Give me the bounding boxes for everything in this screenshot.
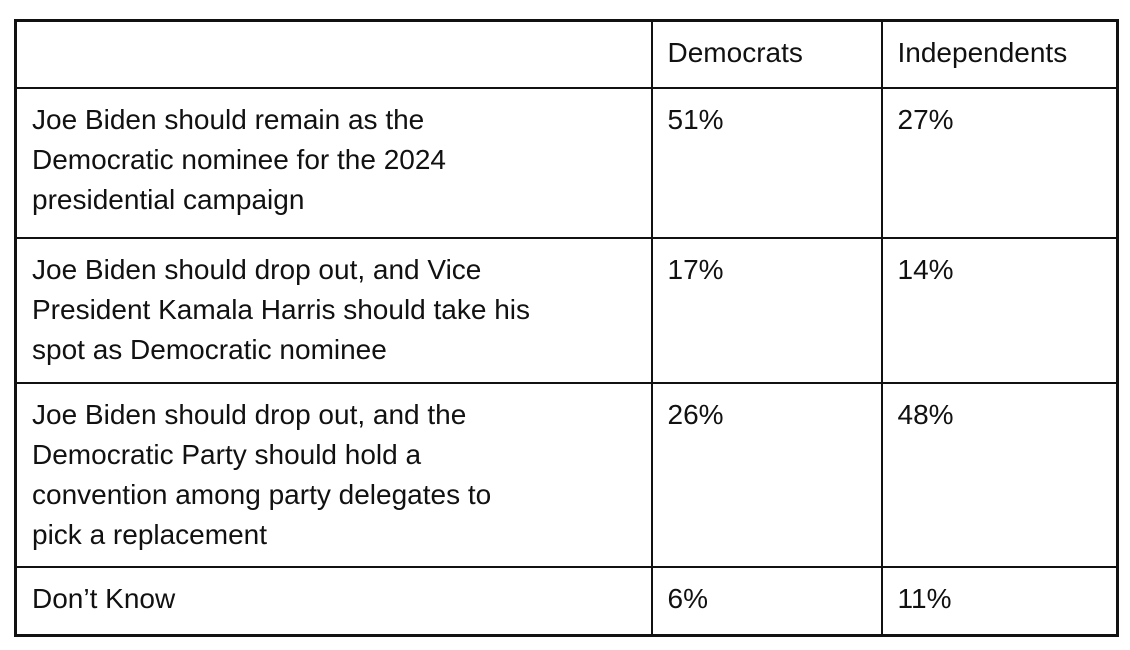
independents-value-harris-replaces: 14% [880,236,1119,384]
table-row-convention-picks: Joe Biden should drop out, and the Democ… [14,381,1119,568]
table-row-dont-know: Don’t Know 6% 11% [14,565,1119,637]
table-row-harris-replaces: Joe Biden should drop out, and Vice Pres… [14,236,1119,384]
header-democrats: Democrats [650,19,883,89]
democrats-value-dont-know: 6% [650,565,883,637]
statement-harris-replaces: Joe Biden should drop out, and Vice Pres… [14,236,653,384]
header-empty-cell [14,19,653,89]
statement-convention-picks: Joe Biden should drop out, and the Democ… [14,381,653,568]
header-independents: Independents [880,19,1119,89]
democrats-value-remain-nominee: 51% [650,86,883,239]
independents-value-dont-know: 11% [880,565,1119,637]
independents-value-remain-nominee: 27% [880,86,1119,239]
independents-value-convention-picks: 48% [880,381,1119,568]
statement-dont-know: Don’t Know [14,565,653,637]
table-row-remain-nominee: Joe Biden should remain as the Democrati… [14,86,1119,239]
democrats-value-harris-replaces: 17% [650,236,883,384]
statement-remain-nominee: Joe Biden should remain as the Democrati… [14,86,653,239]
democrats-value-convention-picks: 26% [650,381,883,568]
poll-results-table: Democrats Independents Joe Biden should … [14,19,1119,637]
header-row: Democrats Independents [14,19,1119,89]
